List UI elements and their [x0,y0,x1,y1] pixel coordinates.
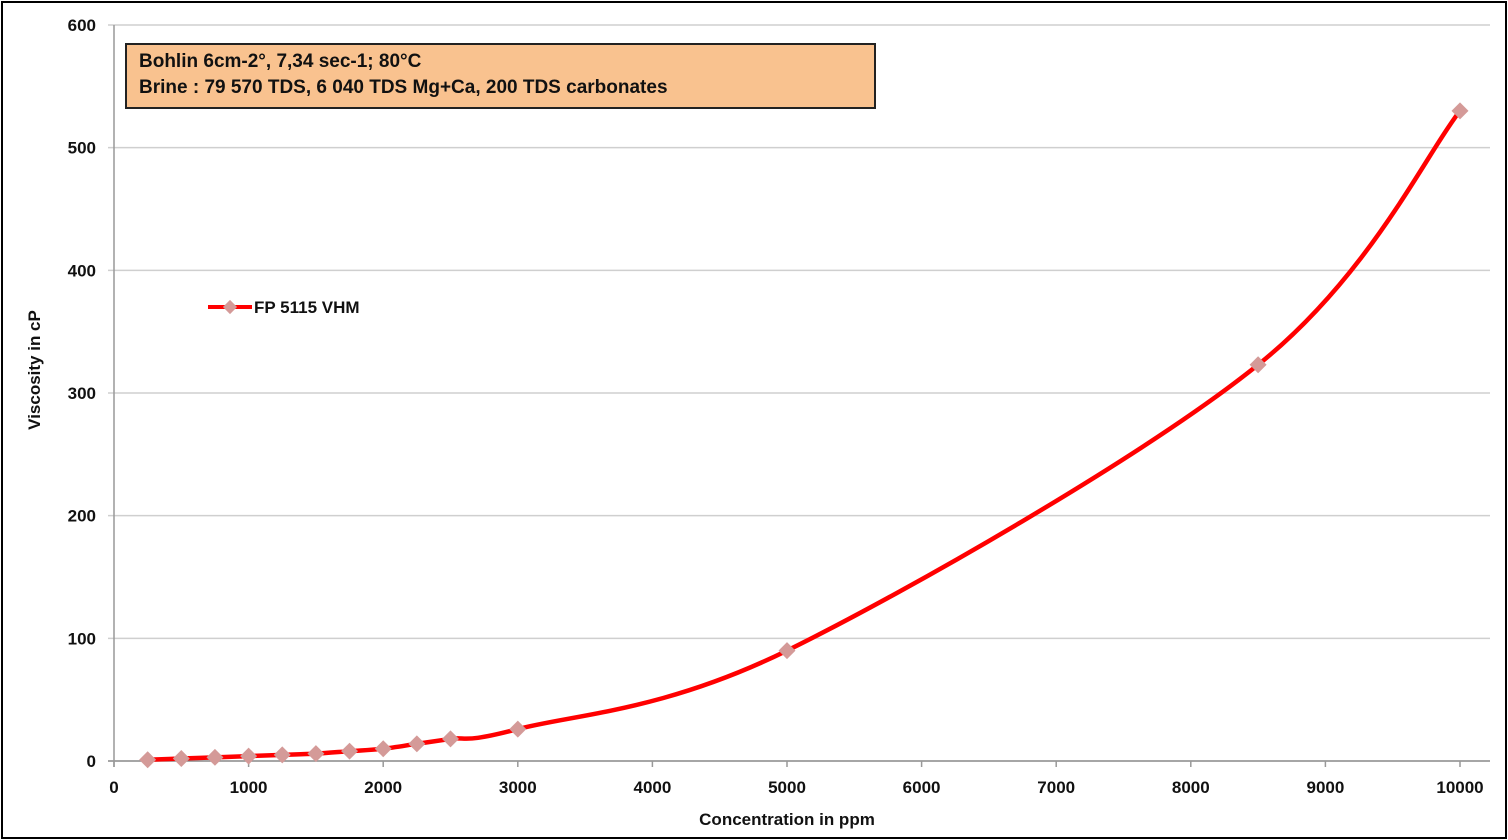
legend-marker [222,299,238,315]
legend: FP 5115 VHM [208,298,360,317]
data-point [341,742,359,760]
x-tick-label: 1000 [230,778,268,797]
x-tick-label: 3000 [499,778,537,797]
annotation-line-1: Bohlin 6cm-2°, 7,34 sec-1; 80°C [139,51,422,72]
data-point [139,751,157,769]
legend-label: FP 5115 VHM [254,298,360,317]
y-tick-label: 400 [68,261,96,280]
data-point [509,720,527,738]
x-tick-label: 8000 [1172,778,1210,797]
y-axis-label: Viscosity in cP [25,310,44,430]
data-point [778,642,796,660]
x-tick-label: 5000 [768,778,806,797]
y-tick-label: 300 [68,384,96,403]
y-tick-label: 500 [68,139,96,158]
x-axis-label: Concentration in ppm [699,810,875,829]
y-tick-label: 200 [68,507,96,526]
y-tick-label: 600 [68,16,96,35]
y-tick-label: 0 [87,752,96,771]
x-tick-label: 6000 [903,778,941,797]
data-point [408,735,426,753]
x-tick-label: 4000 [633,778,671,797]
data-point [206,748,224,766]
x-tick-label: 9000 [1306,778,1344,797]
data-point [374,740,392,758]
x-tick-label: 2000 [364,778,402,797]
data-point [273,746,291,764]
y-tick-label: 100 [68,629,96,648]
annotation-box: Bohlin 6cm-2°, 7,34 sec-1; 80°C Brine : … [125,43,876,109]
data-point [307,745,325,763]
x-tick-label: 10000 [1436,778,1483,797]
data-point [240,747,258,765]
data-point [442,730,459,748]
x-tick-label: 0 [109,778,118,797]
data-point [172,750,190,768]
annotation-line-2: Brine : 79 570 TDS, 6 040 TDS Mg+Ca, 200… [139,77,668,98]
series-line [145,108,1463,763]
x-tick-label: 7000 [1037,778,1075,797]
